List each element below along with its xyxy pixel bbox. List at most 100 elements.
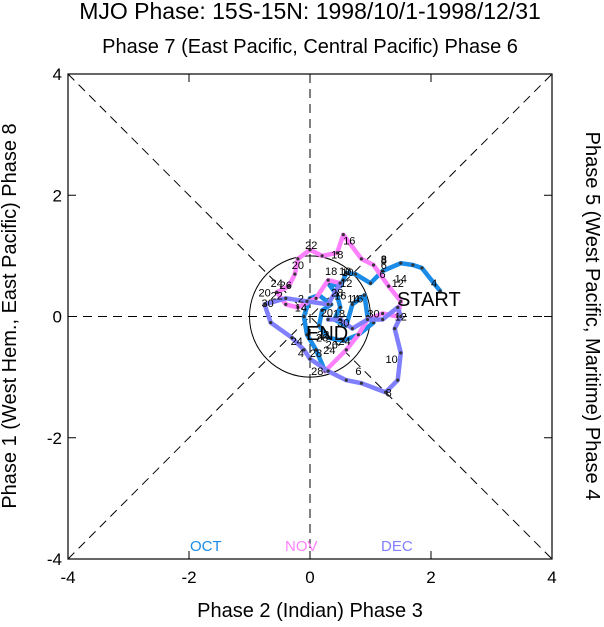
series-point-nov (293, 272, 297, 276)
series-point-nov (371, 263, 376, 267)
y-tick-label: 4 (53, 65, 62, 84)
series-point-oct (314, 348, 318, 352)
series-point-dec (393, 327, 397, 331)
day-label-oct: 26 (326, 339, 338, 351)
series-point-oct (353, 272, 357, 276)
legend-nov: NOV (285, 538, 318, 555)
series-point-nov (341, 233, 345, 237)
series-point-nov (381, 311, 385, 316)
series-point-oct (371, 320, 376, 325)
day-label-dec: 4 (298, 348, 304, 360)
day-label-dec: 8 (386, 387, 392, 399)
x-axis-label: Phase 2 (Indian) Phase 3 (197, 600, 423, 622)
series-point-oct (344, 271, 348, 275)
day-label-oct: 16 (351, 293, 363, 305)
series-point-nov (284, 302, 288, 306)
series-point-oct (381, 269, 385, 273)
day-label-oct: 24 (323, 345, 335, 357)
day-label-dec: 10 (386, 354, 398, 366)
series-point-nov (296, 257, 300, 261)
series-point-nov (356, 333, 360, 337)
series-point-oct (302, 314, 306, 319)
day-label-dec: 30 (262, 298, 274, 310)
x-tick-label: 0 (305, 568, 314, 587)
day-label-nov: 12 (392, 278, 404, 290)
x-tick-label: -2 (181, 568, 196, 587)
legend-dec: DEC (381, 538, 413, 555)
series-point-oct (420, 266, 424, 270)
day-label-nov: 8 (381, 254, 387, 266)
end-annotation: END (306, 323, 348, 345)
day-label-dec: 26 (316, 333, 328, 345)
series-point-oct (362, 293, 367, 297)
series-point-dec (290, 336, 294, 340)
series-point-dec (305, 299, 309, 303)
day-label-oct: 10 (341, 267, 353, 279)
series-point-dec (396, 305, 400, 310)
x-tick-label: -4 (60, 568, 75, 587)
day-label-nov: 16 (343, 236, 355, 248)
x-tick-label: 4 (547, 568, 556, 587)
series-point-oct (411, 263, 415, 267)
top-phase-label: Phase 7 (East Pacific, Central Pacific) … (102, 36, 518, 58)
series-point-oct (326, 336, 330, 340)
series-point-dec (269, 320, 273, 325)
day-label-dec: 22 (271, 290, 283, 302)
series-point-nov (314, 296, 318, 300)
series-point-dec (399, 351, 403, 355)
day-label-oct: 14 (347, 293, 359, 305)
day-label-oct: 20 (321, 307, 333, 319)
series-point-oct (368, 281, 373, 285)
day-label-nov: 18 (331, 250, 343, 262)
series-point-nov (359, 257, 364, 261)
series-point-dec (344, 378, 348, 382)
day-label-dec: 12 (395, 312, 407, 324)
day-label-dec: 2 (298, 293, 304, 305)
start-annotation: START (397, 289, 461, 311)
series-point-nov (387, 284, 391, 288)
series-point-oct (438, 289, 442, 293)
series-point-nov (296, 305, 300, 310)
day-label-dec: 24 (291, 336, 303, 348)
series-point-dec (384, 390, 388, 394)
series-layer (262, 232, 443, 395)
series-point-oct (317, 323, 321, 328)
day-label-nov: 26 (280, 280, 292, 292)
series-point-dec (359, 381, 364, 385)
day-label-dec: 28 (311, 366, 323, 378)
day-label-nov: 24 (271, 278, 283, 290)
day-label-nov: 6 (381, 260, 387, 272)
series-point-nov (287, 284, 291, 288)
day-label-oct: 6 (380, 269, 386, 281)
day-label-dec: 14 (295, 302, 307, 314)
day-label-nov: 4 (344, 336, 350, 348)
series-point-dec (302, 348, 306, 352)
series-point-dec (263, 302, 267, 306)
day-label-nov: 22 (305, 240, 317, 252)
series-point-oct (399, 261, 403, 265)
series-point-dec (326, 302, 330, 306)
y-tick-label: -4 (47, 550, 62, 569)
series-point-dec (365, 317, 370, 322)
series-point-dec (338, 317, 342, 322)
series-point-dec (284, 296, 288, 300)
day-label-nov: 2 (338, 336, 344, 348)
series-point-dec (326, 369, 330, 373)
series-point-nov (326, 278, 330, 282)
series-point-dec (338, 281, 342, 285)
day-label-nov: 28 (331, 287, 343, 299)
day-label-oct: 4 (431, 278, 437, 290)
day-label-dec: 6 (355, 366, 361, 378)
series-point-dec (308, 357, 312, 361)
day-label-nov: 20 (292, 260, 304, 272)
series-point-nov (344, 348, 348, 352)
day-label-nov: 14 (395, 273, 407, 285)
day-label-oct: 22 (317, 330, 329, 342)
y-tick-label: -2 (47, 429, 62, 448)
series-point-oct (305, 333, 309, 337)
day-label-dec: 16 (334, 290, 346, 302)
series-point-nov (308, 248, 312, 252)
